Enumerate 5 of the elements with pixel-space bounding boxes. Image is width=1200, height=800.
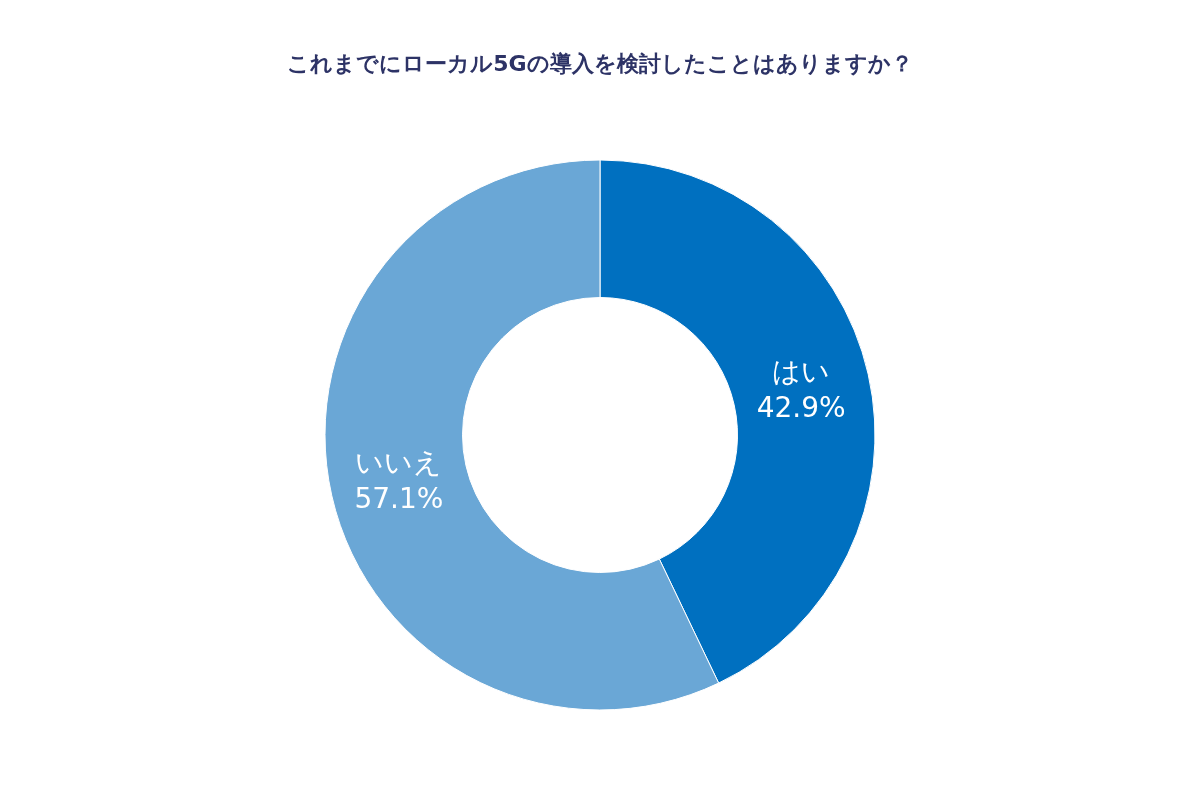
chart-title: これまでにローカル5Gの導入を検討したことはありますか？ [287,51,913,77]
slice-label: いいえ [355,445,443,479]
slice-label: はい [772,354,831,388]
data-label: 42.9% [756,391,846,425]
data-label: 57.1% [354,482,444,516]
